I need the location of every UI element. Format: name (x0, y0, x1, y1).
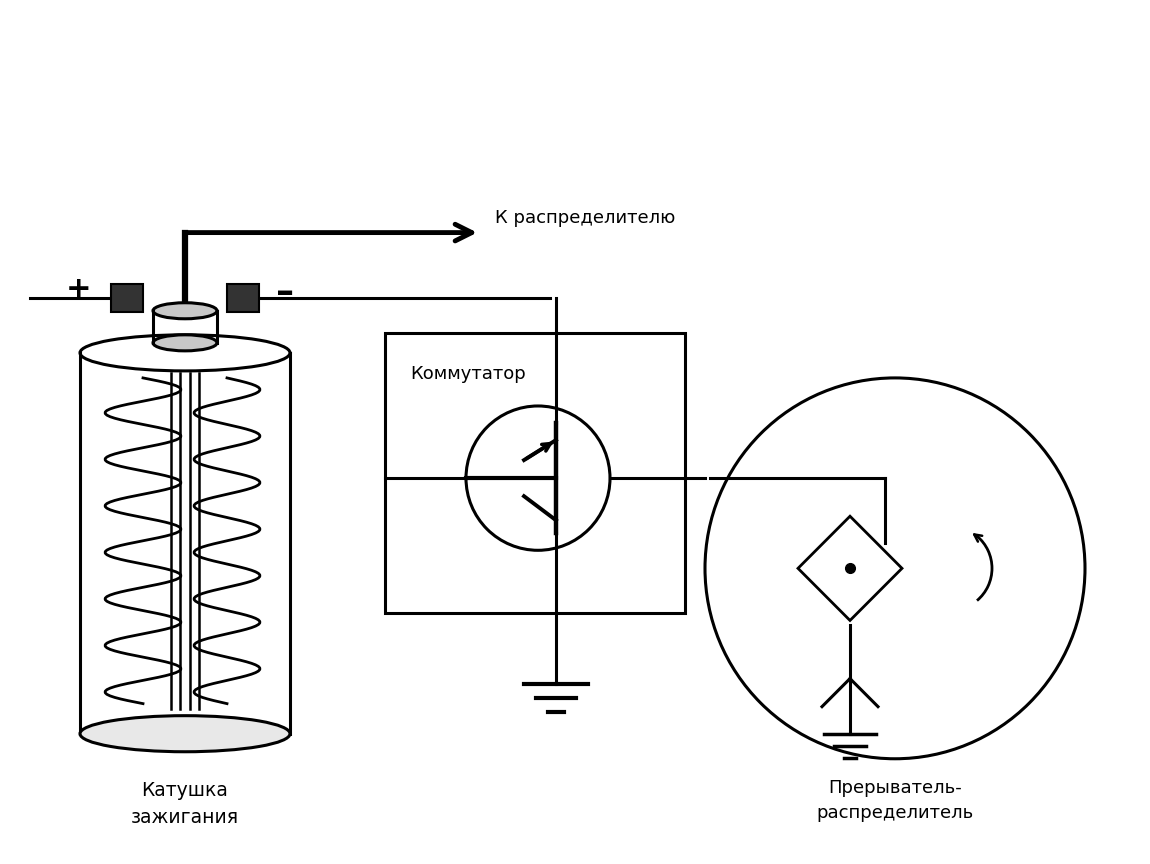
Text: Прерыватель-
распределитель: Прерыватель- распределитель (816, 778, 974, 822)
Bar (112, 283, 143, 312)
Text: К распределителю: К распределителю (494, 208, 675, 226)
Ellipse shape (81, 715, 290, 752)
Ellipse shape (153, 302, 217, 319)
Text: Коммутатор: Коммутатор (411, 365, 526, 383)
Ellipse shape (153, 335, 217, 351)
Bar (227, 283, 259, 312)
Text: Управление первичной обмоткой катушки зажигания в системе с механическим
прерыва: Управление первичной обмоткой катушки за… (14, 16, 937, 67)
Bar (385, 333, 685, 613)
Text: +: + (67, 276, 92, 304)
Text: –: – (276, 276, 294, 309)
Text: Катушка
зажигания: Катушка зажигания (131, 781, 239, 827)
